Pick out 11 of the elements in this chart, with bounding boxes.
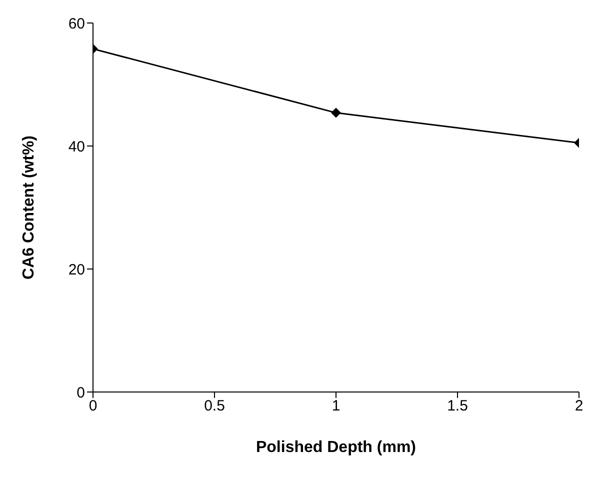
x-tick-label: 0.5 <box>204 398 225 415</box>
y-tick-label: 60 <box>68 15 85 32</box>
y-tick-label: 40 <box>68 138 85 156</box>
x-axis-title: Polished Depth (mm) <box>256 439 416 456</box>
y-axis-title: CA6 Content (wt%) <box>20 136 38 280</box>
y-tick-label: 20 <box>68 261 85 278</box>
x-tick-label: 0 <box>88 398 98 415</box>
x-tick-label: 2 <box>574 398 584 415</box>
y-tick-label: 0 <box>76 384 85 402</box>
x-tick-label: 1.5 <box>447 398 468 415</box>
x-tick-label: 1 <box>332 398 340 415</box>
